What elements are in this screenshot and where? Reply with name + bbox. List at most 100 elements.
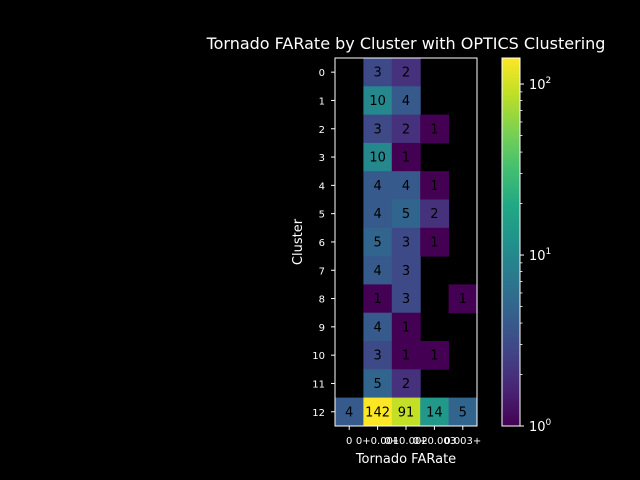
cell-value-label: 1 — [430, 179, 438, 194]
heatmap-cell — [391, 114, 421, 144]
colorbar: 100 101 102 — [501, 57, 552, 435]
heatmap-cells: 3 210 43 2 110 14 4 14 5 25 3 14 31 3 14 13 1 15 24 142 91 14… — [335, 58, 478, 427]
x-tick-label: 0.003+ — [444, 436, 481, 447]
y-tick-label: 3 — [319, 153, 325, 164]
heatmap-cell — [363, 114, 393, 144]
cell-value-label: 2 — [402, 122, 410, 137]
heatmap-cell — [391, 369, 421, 399]
cell-value-label: 3 — [402, 264, 410, 279]
heatmap-cell — [420, 171, 450, 200]
heatmap-cell — [448, 284, 478, 314]
heatmap-cell — [391, 341, 421, 370]
heatmap-cell — [391, 312, 421, 342]
y-tick-label: 4 — [319, 181, 325, 192]
cell-value-label: 4 — [373, 264, 381, 279]
colorbar-tick-label: 100 — [529, 418, 552, 435]
cell-value-label: 1 — [402, 151, 410, 166]
x-tick-label: 0+0.002 — [384, 436, 427, 447]
heatmap-cell — [391, 227, 421, 257]
heatmap-cell — [391, 397, 421, 427]
heatmap-cell — [363, 58, 393, 87]
colorbar-tick-label: 101 — [529, 247, 551, 264]
cell-value-label: 4 — [402, 94, 410, 109]
heatmap-cell — [363, 369, 393, 399]
colorbar-gradient — [501, 57, 521, 427]
cell-value-label: 1 — [430, 349, 438, 364]
heatmap-cell — [420, 341, 450, 370]
cell-value-label: 2 — [430, 207, 438, 222]
cell-value-label: 3 — [373, 122, 381, 137]
heatmap-cell — [363, 341, 393, 370]
heatmap-cell — [391, 171, 421, 200]
cell-value-label: 14 — [426, 405, 443, 420]
heatmap-cell — [363, 312, 393, 342]
y-tick-label: 7 — [319, 266, 325, 277]
cell-value-label: 2 — [402, 66, 410, 81]
y-axis-label: Cluster — [291, 218, 306, 265]
heatmap-cell — [420, 114, 450, 144]
y-tick-label: 0 — [319, 68, 325, 79]
cell-value-label: 5 — [459, 405, 467, 420]
heatmap-cell — [363, 199, 393, 229]
heatmap-cell — [363, 227, 393, 257]
heatmap-cell — [391, 256, 421, 285]
cell-value-label: 10 — [369, 151, 386, 166]
heatmap-cell — [363, 256, 393, 285]
cell-value-label: 4 — [373, 320, 381, 335]
cell-value-label: 1 — [459, 292, 467, 307]
cell-value-label: 91 — [398, 405, 415, 420]
cell-value-label: 1 — [402, 349, 410, 364]
cell-value-label: 1 — [402, 320, 410, 335]
heatmap-cell — [391, 199, 421, 229]
cell-value-label: 4 — [402, 179, 410, 194]
heatmap-cell — [391, 86, 421, 116]
y-tick-label: 5 — [319, 210, 325, 221]
cell-value-label: 142 — [365, 405, 390, 420]
y-tick-label: 11 — [312, 379, 325, 390]
cell-value-label: 3 — [402, 235, 410, 250]
y-tick-label: 12 — [312, 408, 325, 419]
heatmap-cell — [391, 142, 421, 172]
heatmap-cell — [420, 227, 450, 257]
heatmap-cell — [335, 397, 364, 427]
heatmap-cell — [363, 142, 393, 172]
heatmap-cell — [363, 171, 393, 200]
cell-value-label: 4 — [345, 405, 353, 420]
cell-value-label: 4 — [373, 207, 381, 222]
cell-value-label: 1 — [430, 122, 438, 137]
heatmap-cell — [363, 397, 393, 427]
cell-value-label: 3 — [373, 349, 381, 364]
y-tick-label: 6 — [319, 238, 325, 249]
cell-value-label: 1 — [430, 235, 438, 250]
heatmap-cell — [363, 86, 393, 116]
heatmap-cell — [391, 58, 421, 87]
chart-title: Tornado FARate by Cluster with OPTICS Cl… — [206, 34, 606, 53]
x-axis-label: Tornado FARate — [355, 452, 456, 467]
x-tick-label: 0 — [346, 436, 352, 447]
cell-value-label: 3 — [402, 292, 410, 307]
cell-value-label: 5 — [373, 235, 381, 250]
heatmap-cell — [420, 397, 450, 427]
x-tick-label: 0+0.001 — [356, 436, 399, 447]
y-tick-label: 8 — [319, 295, 325, 306]
cell-value-label: 2 — [402, 377, 410, 392]
cell-value-label: 4 — [373, 179, 381, 194]
y-tick-label: 9 — [319, 323, 325, 334]
y-tick-label: 2 — [319, 125, 325, 136]
y-tick-label: 1 — [319, 96, 325, 107]
heatmap-cell — [391, 284, 421, 314]
heatmap-cell — [363, 284, 393, 314]
cell-value-label: 3 — [373, 66, 381, 81]
cell-value-label: 5 — [402, 207, 410, 222]
cell-value-label: 5 — [373, 377, 381, 392]
y-tick-label: 10 — [312, 351, 325, 362]
cell-value-label: 10 — [369, 94, 386, 109]
cell-value-label: 1 — [373, 292, 381, 307]
heatmap-cell — [420, 199, 450, 229]
heatmap-cell — [448, 397, 478, 427]
x-tick-label: 0+0.003 — [413, 436, 456, 447]
colorbar-tick-label: 102 — [529, 76, 551, 93]
